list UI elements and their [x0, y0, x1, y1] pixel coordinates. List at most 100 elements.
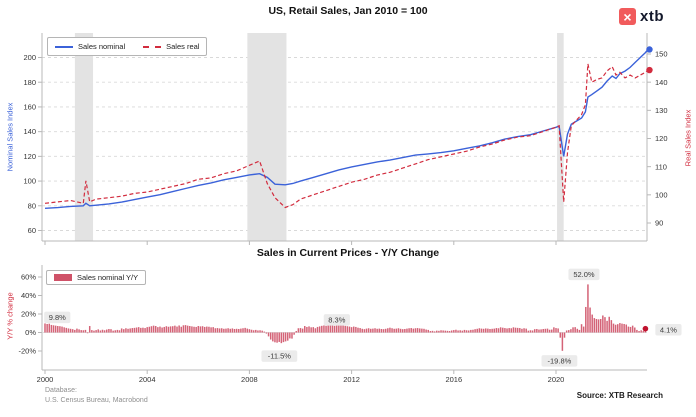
yoy-bar [344, 325, 346, 333]
yoy-bar [265, 332, 268, 334]
annotation-box [541, 355, 578, 367]
yoy-bar [112, 330, 114, 333]
yoy-bar [614, 324, 617, 333]
yoy-bar [412, 328, 415, 333]
yoy-bar [76, 328, 78, 333]
yoy-bar [101, 329, 104, 333]
yoy-bar [395, 328, 398, 333]
yoy-bar [148, 326, 151, 333]
yoy-bar [137, 327, 140, 333]
yoy-bar [133, 327, 136, 333]
yoy-bar [169, 326, 172, 333]
yoy-bar [591, 314, 593, 333]
yoy-bar [250, 329, 253, 333]
yoy-bar [316, 326, 319, 333]
svg-text:2008: 2008 [241, 375, 258, 384]
yoy-axis-title: Y/Y % change [5, 292, 15, 340]
yoy-bar [499, 327, 502, 333]
yoy-bar [370, 328, 372, 333]
yoy-bar [310, 327, 312, 333]
yoy-bar [257, 330, 259, 333]
yoy-bar [167, 326, 170, 333]
yoy-bar [272, 332, 274, 342]
yoy-bar [382, 329, 385, 333]
xtb-logo-icon: × [619, 8, 636, 25]
yoy-bar [414, 328, 417, 333]
yoy-bar [555, 328, 557, 333]
yoy-bar [152, 325, 155, 333]
yoy-bar [557, 328, 559, 333]
yoy-bar [63, 327, 65, 333]
sales-real-line [44, 63, 649, 209]
yoy-bar [401, 329, 404, 333]
yoy-bar [246, 328, 249, 333]
yoy-bar [186, 325, 189, 333]
yoy-bar [201, 326, 204, 333]
svg-text:2004: 2004 [139, 375, 156, 384]
yoy-bar [80, 330, 82, 333]
bottom-chart-legend: Sales nominal Y/Y [46, 270, 147, 285]
yoy-bar [436, 330, 438, 333]
yoy-bar [585, 306, 587, 333]
yoy-bar [269, 332, 272, 340]
yoy-bar [199, 326, 202, 333]
yoy-bar [252, 330, 255, 333]
yoy-bar [374, 328, 376, 333]
yoy-bar [450, 330, 453, 333]
yoy-bar [453, 330, 455, 333]
yoy-bar [191, 326, 193, 333]
yoy-bar [521, 328, 523, 333]
yoy-bar [88, 326, 91, 333]
database-credit: Database: U.S. Census Bureau, Macrobond [45, 386, 148, 406]
yoy-bar [587, 284, 589, 333]
yoy-bar [487, 328, 489, 333]
nominal-legend-label: Sales nominal [78, 42, 126, 51]
yoy-bar [154, 326, 157, 333]
yoy-bar [280, 332, 283, 344]
yoy-bar [193, 326, 195, 333]
yoy-bar [599, 319, 602, 333]
yoy-legend-label: Sales nominal Y/Y [77, 273, 139, 282]
yoy-bar [470, 329, 472, 333]
annotation-box [655, 323, 682, 336]
yoy-bar-swatch-icon [54, 274, 72, 281]
yoy-bar [444, 330, 447, 333]
yoy-bar [504, 328, 506, 333]
yoy-bar [289, 332, 291, 339]
yoy-bar [108, 328, 110, 333]
yoy-bar [574, 327, 576, 333]
yoy-bar [629, 326, 632, 333]
yoy-bar [91, 330, 93, 333]
yoy-bar [525, 328, 527, 333]
yoy-bar [240, 328, 242, 333]
yoy-bar [627, 326, 630, 333]
yoy-bar [565, 330, 568, 333]
yoy-bar [457, 330, 459, 333]
yoy-bar [123, 329, 125, 333]
yoy-bar [602, 315, 604, 333]
yoy-bar [516, 327, 519, 333]
yoy-bar [546, 328, 549, 333]
yoy-bar [189, 326, 191, 333]
yoy-bar [593, 318, 596, 333]
yoy-bar [438, 330, 440, 333]
yoy-bar [69, 328, 72, 333]
yoy-bar [293, 332, 295, 335]
yoy-bar [197, 326, 200, 333]
svg-text:-19.8%: -19.8% [548, 356, 572, 365]
yoy-bar [376, 328, 378, 333]
yoy-bar [110, 329, 112, 333]
top-chart-title: US, Retail Sales, Jan 2010 = 100 [268, 5, 428, 17]
yoy-bar [514, 327, 517, 333]
yoy-bar [323, 325, 325, 333]
yoy-bar [163, 326, 165, 333]
svg-text:160: 160 [23, 103, 36, 112]
yoy-bar [442, 330, 444, 333]
svg-text:100: 100 [23, 177, 36, 186]
yoy-bar [397, 328, 400, 333]
yoy-bar [178, 325, 180, 333]
yoy-bar [93, 330, 95, 333]
yoy-bar [563, 332, 566, 338]
yoy-bar [95, 330, 97, 333]
